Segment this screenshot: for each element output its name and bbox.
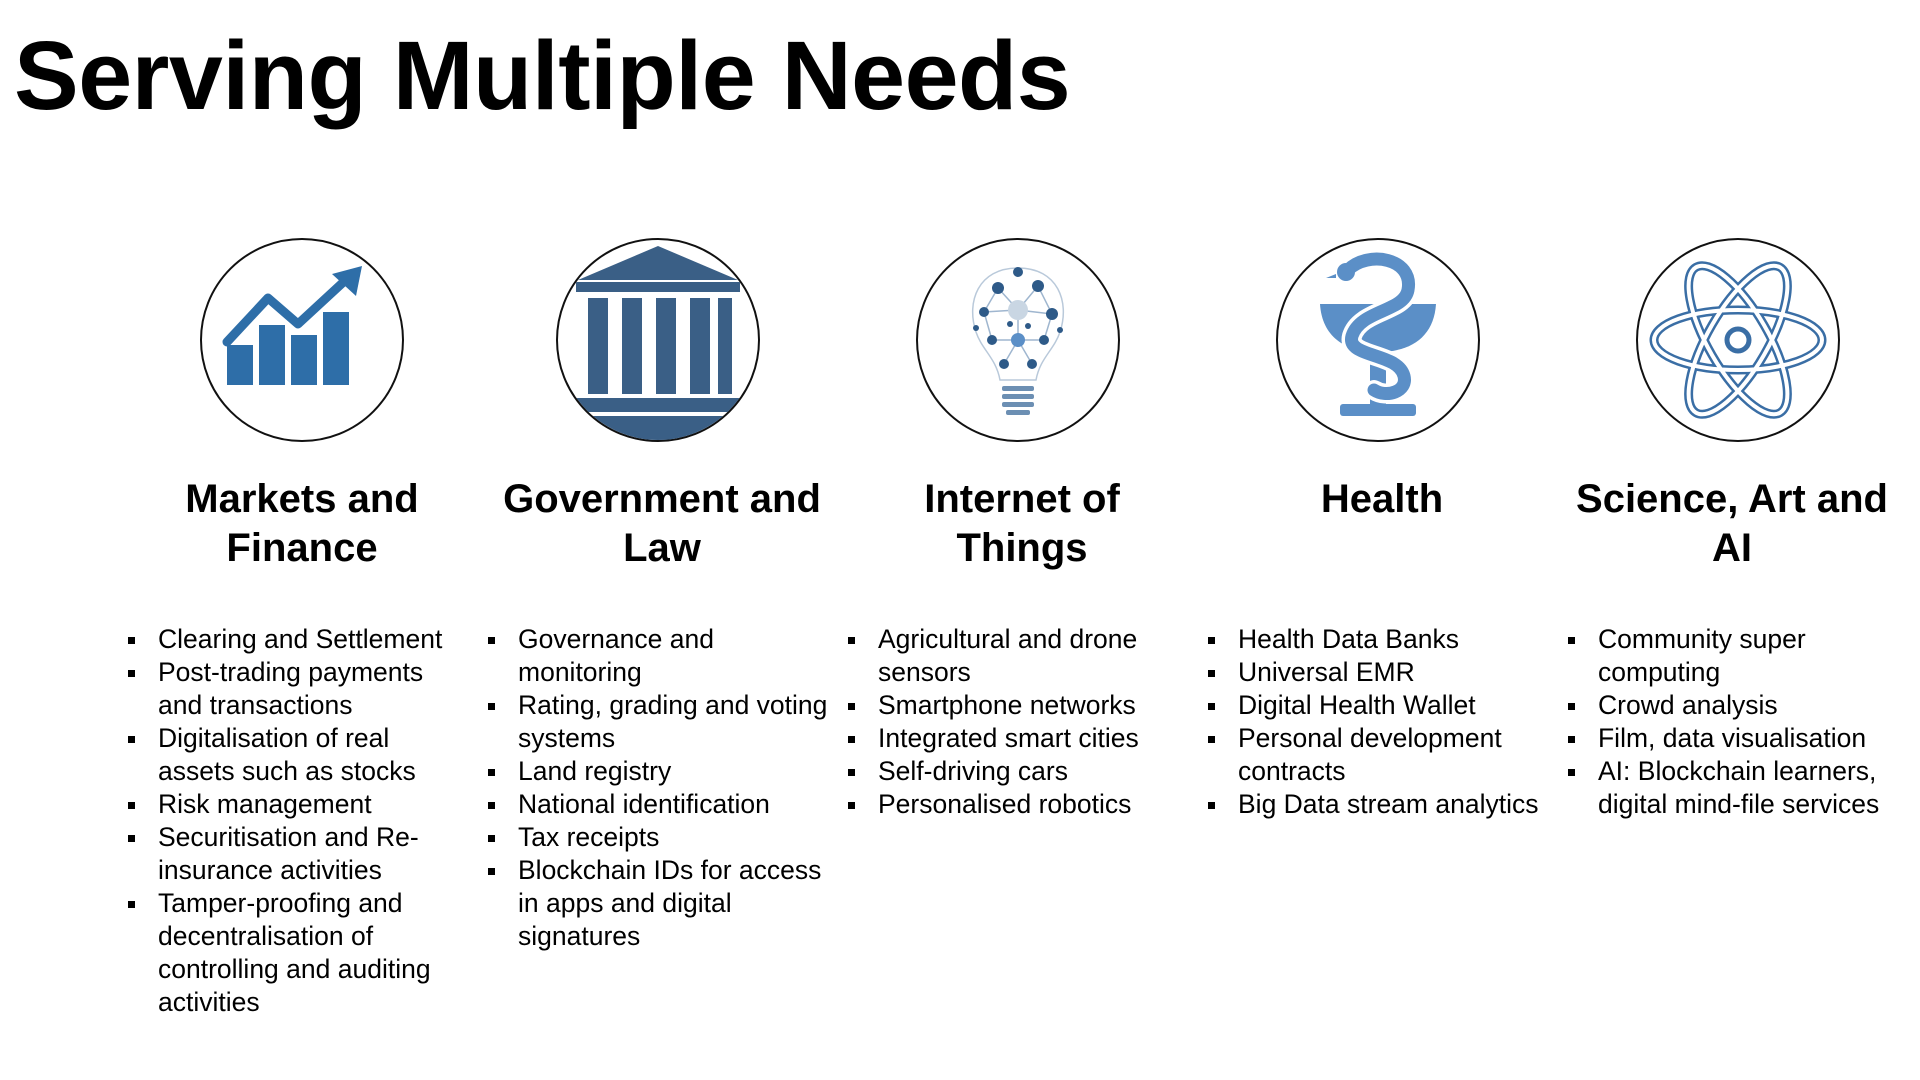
heading-line: Government and (503, 477, 821, 521)
list-item: Securitisation and Re-insurance activiti… (128, 821, 468, 887)
list-item: National identification (488, 788, 828, 821)
list-item: Blockchain IDs for access in apps and di… (488, 854, 828, 953)
bullet-list: Clearing and Settlement Post-trading pay… (128, 623, 468, 1019)
slide-title: Serving Multiple Needs (14, 21, 1071, 130)
list-item: Film, data visualisation (1568, 722, 1908, 755)
column-heading: Internet of Things (842, 475, 1202, 573)
list-item: Digitalisation of real assets such as st… (128, 722, 468, 788)
column-heading: Government and Law (482, 475, 842, 573)
list-item: Health Data Banks (1208, 623, 1548, 656)
list-item: AI: Blockchain learners, digital mind-fi… (1568, 755, 1908, 821)
iot-lightbulb-icon (916, 238, 1120, 442)
list-item: Universal EMR (1208, 656, 1548, 689)
list-item: Post-trading payments and transactions (128, 656, 468, 722)
column-heading: Health (1202, 475, 1562, 524)
list-item: Self-driving cars (848, 755, 1188, 788)
list-item: Rating, grading and voting systems (488, 689, 828, 755)
list-item: Risk management (128, 788, 468, 821)
list-item: Land registry (488, 755, 828, 788)
list-item: Personal development contracts (1208, 722, 1548, 788)
heading-line: Things (956, 526, 1088, 570)
list-item: Tamper-proofing and decentralisation of … (128, 887, 468, 1019)
bullet-list: Community super computing Crowd analysis… (1568, 623, 1908, 821)
list-item: Governance and monitoring (488, 623, 828, 689)
list-item: Big Data stream analytics (1208, 788, 1548, 821)
list-item: Personalised robotics (848, 788, 1188, 821)
heading-line: Internet of (924, 477, 1120, 521)
bullet-list: Agricultural and drone sensors Smartphon… (848, 623, 1188, 821)
heading-line: Health (1320, 477, 1444, 521)
list-item: Community super computing (1568, 623, 1908, 689)
heading-line: Law (623, 526, 701, 570)
heading-line: AI (1712, 526, 1752, 570)
atom-icon (1636, 238, 1840, 442)
bullet-list: Governance and monitoring Rating, gradin… (488, 623, 828, 953)
heading-line: Finance (226, 526, 378, 570)
list-item: Digital Health Wallet (1208, 689, 1548, 722)
column-heading: Markets and Finance (122, 475, 482, 573)
heading-line: Markets and (185, 477, 419, 521)
list-item: Clearing and Settlement (128, 623, 468, 656)
list-item: Agricultural and drone sensors (848, 623, 1188, 689)
column-heading: Science, Art and AI (1552, 475, 1912, 573)
heading-line: Science, Art and (1576, 477, 1888, 521)
list-item: Tax receipts (488, 821, 828, 854)
list-item: Smartphone networks (848, 689, 1188, 722)
chart-growth-icon (200, 238, 404, 442)
bowl-of-hygieia-icon (1276, 238, 1480, 442)
list-item: Crowd analysis (1568, 689, 1908, 722)
list-item: Integrated smart cities (848, 722, 1188, 755)
courthouse-icon (556, 238, 760, 442)
bullet-list: Health Data Banks Universal EMR Digital … (1208, 623, 1548, 821)
